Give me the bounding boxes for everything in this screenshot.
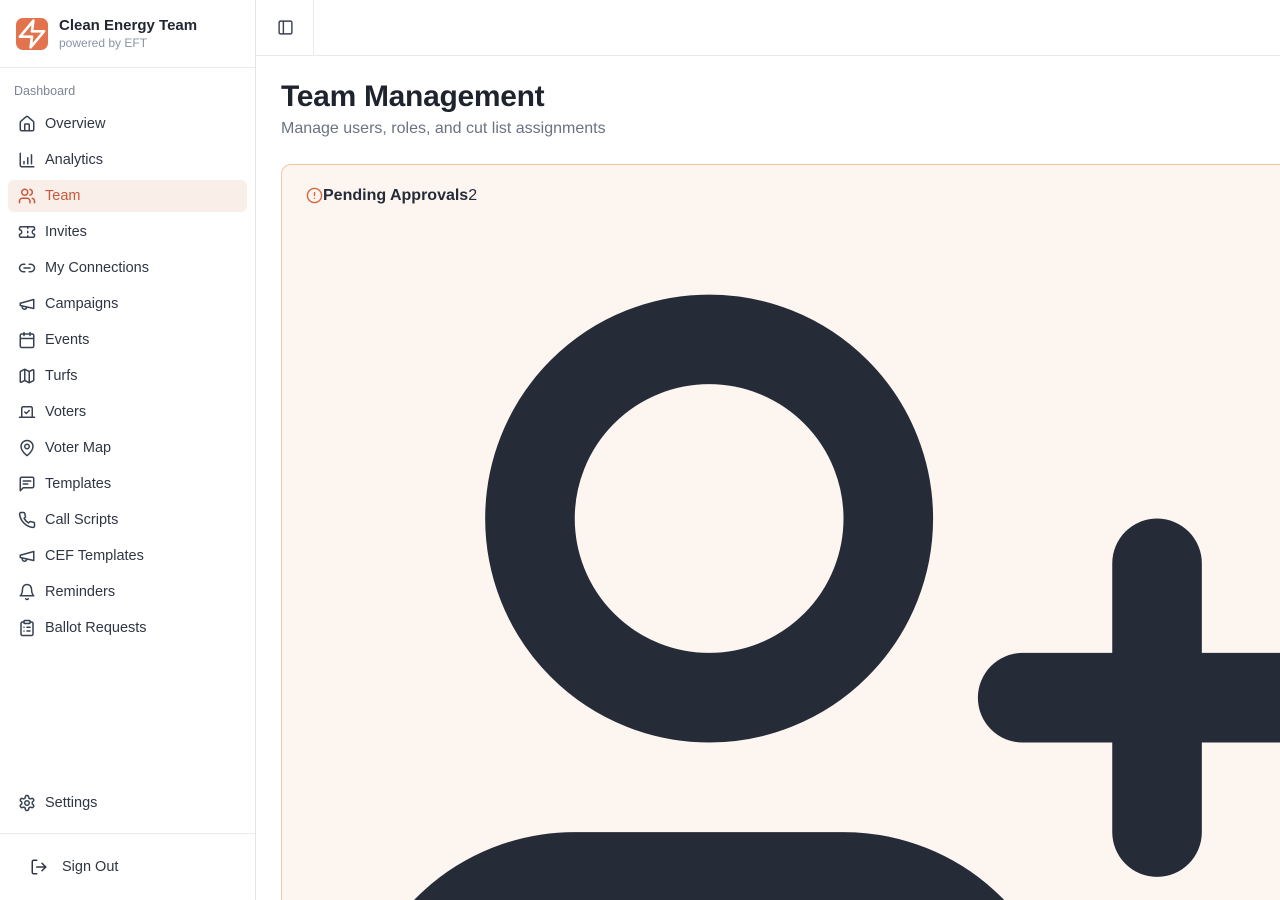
clipboard-list-icon bbox=[18, 619, 36, 637]
sidebar-item-label: Call Scripts bbox=[45, 512, 118, 528]
sidebar-item[interactable]: My Connections bbox=[8, 252, 247, 284]
sidebar-item-label: Reminders bbox=[45, 584, 115, 600]
sidebar-item[interactable]: Ballot Requests bbox=[8, 612, 247, 644]
sidebar-item-label: Ballot Requests bbox=[45, 620, 147, 636]
sidebar-item-settings[interactable]: Settings bbox=[8, 787, 247, 819]
sidebar-toggle-button[interactable] bbox=[269, 12, 301, 44]
sidebar-item-label: Events bbox=[45, 332, 89, 348]
map-pin-icon bbox=[18, 439, 36, 457]
gear-icon bbox=[18, 794, 36, 812]
ticket-icon bbox=[18, 223, 36, 241]
phone-icon bbox=[18, 511, 36, 529]
sidebar-section-label: Dashboard bbox=[8, 76, 247, 108]
sidebar-item[interactable]: Turfs bbox=[8, 360, 247, 392]
zap-icon bbox=[16, 18, 48, 50]
pending-approvals-header: Pending Approvals 2 bbox=[306, 187, 1280, 205]
sidebar-item[interactable]: Analytics bbox=[8, 144, 247, 176]
pending-approvals-title: Pending Approvals bbox=[323, 187, 468, 205]
user-plus-icon bbox=[306, 205, 1280, 900]
sidebar-item[interactable]: Campaigns bbox=[8, 288, 247, 320]
brand-logo bbox=[16, 18, 48, 50]
bell-icon bbox=[18, 583, 36, 601]
sidebar-item-label: Voters bbox=[45, 404, 86, 420]
sign-out-label: Sign Out bbox=[62, 859, 118, 875]
page-title: Team Management bbox=[281, 80, 1280, 115]
sidebar-item-label: Turfs bbox=[45, 368, 78, 384]
topbar bbox=[256, 0, 1280, 56]
sidebar-item-label: Overview bbox=[45, 116, 105, 132]
sidebar-item[interactable]: Invites bbox=[8, 216, 247, 248]
sidebar-item-label: Campaigns bbox=[45, 296, 118, 312]
message-square-icon bbox=[18, 475, 36, 493]
vote-icon bbox=[18, 403, 36, 421]
sidebar-item-label: My Connections bbox=[45, 260, 149, 276]
alert-circle-icon bbox=[306, 187, 323, 204]
brand-header: Clean Energy Team powered by EFT bbox=[0, 0, 255, 68]
sidebar-item-label: Analytics bbox=[45, 152, 103, 168]
sidebar-item-label: CEF Templates bbox=[45, 548, 144, 564]
app-root: Clean Energy Team powered by EFT Dashboa… bbox=[0, 0, 1280, 900]
sidebar-item[interactable]: Call Scripts bbox=[8, 504, 247, 536]
sidebar-footer: Sign Out bbox=[0, 833, 255, 900]
map-icon bbox=[18, 367, 36, 385]
sidebar-item[interactable]: Voters bbox=[8, 396, 247, 428]
megaphone-icon bbox=[18, 295, 36, 313]
settings-label: Settings bbox=[45, 795, 97, 811]
megaphone-icon bbox=[18, 547, 36, 565]
page-subtitle: Manage users, roles, and cut list assign… bbox=[281, 120, 1280, 138]
sidebar-item[interactable]: CEF Templates bbox=[8, 540, 247, 572]
sidebar-item-label: Invites bbox=[45, 224, 87, 240]
sidebar-item-label: Templates bbox=[45, 476, 111, 492]
sidebar-item[interactable]: Events bbox=[8, 324, 247, 356]
panel-left-icon bbox=[277, 19, 294, 36]
sidebar-item-label: Voter Map bbox=[45, 440, 111, 456]
sidebar-item[interactable]: Team bbox=[8, 180, 247, 212]
users-icon bbox=[18, 187, 36, 205]
home-icon bbox=[18, 115, 36, 133]
chart-column-icon bbox=[18, 151, 36, 169]
avatar bbox=[306, 205, 1280, 900]
sidebar: Clean Energy Team powered by EFT Dashboa… bbox=[0, 0, 256, 900]
pending-approval-row: Amanda White amanda.white@example.com Re… bbox=[306, 205, 1280, 900]
pending-approvals-card: Pending Approvals 2 Amanda White amanda.… bbox=[281, 164, 1280, 900]
sidebar-item-label: Team bbox=[45, 188, 80, 204]
calendar-icon bbox=[18, 331, 36, 349]
page-content: Team Management Manage users, roles, and… bbox=[256, 56, 1280, 900]
link-icon bbox=[18, 259, 36, 277]
main-area: Team Management Manage users, roles, and… bbox=[256, 0, 1280, 900]
pending-count-badge: 2 bbox=[468, 187, 477, 205]
sign-out-button[interactable]: Sign Out bbox=[8, 850, 247, 884]
sidebar-item[interactable]: Voter Map bbox=[8, 432, 247, 464]
sidebar-item[interactable]: Templates bbox=[8, 468, 247, 500]
log-out-icon bbox=[30, 858, 48, 876]
sidebar-item[interactable]: Overview bbox=[8, 108, 247, 140]
topbar-separator bbox=[313, 0, 314, 55]
sidebar-item[interactable]: Reminders bbox=[8, 576, 247, 608]
sidebar-nav: Dashboard Overview Analytics Team bbox=[0, 68, 255, 787]
brand-tagline: powered by EFT bbox=[59, 36, 197, 50]
brand-name: Clean Energy Team bbox=[59, 17, 197, 34]
